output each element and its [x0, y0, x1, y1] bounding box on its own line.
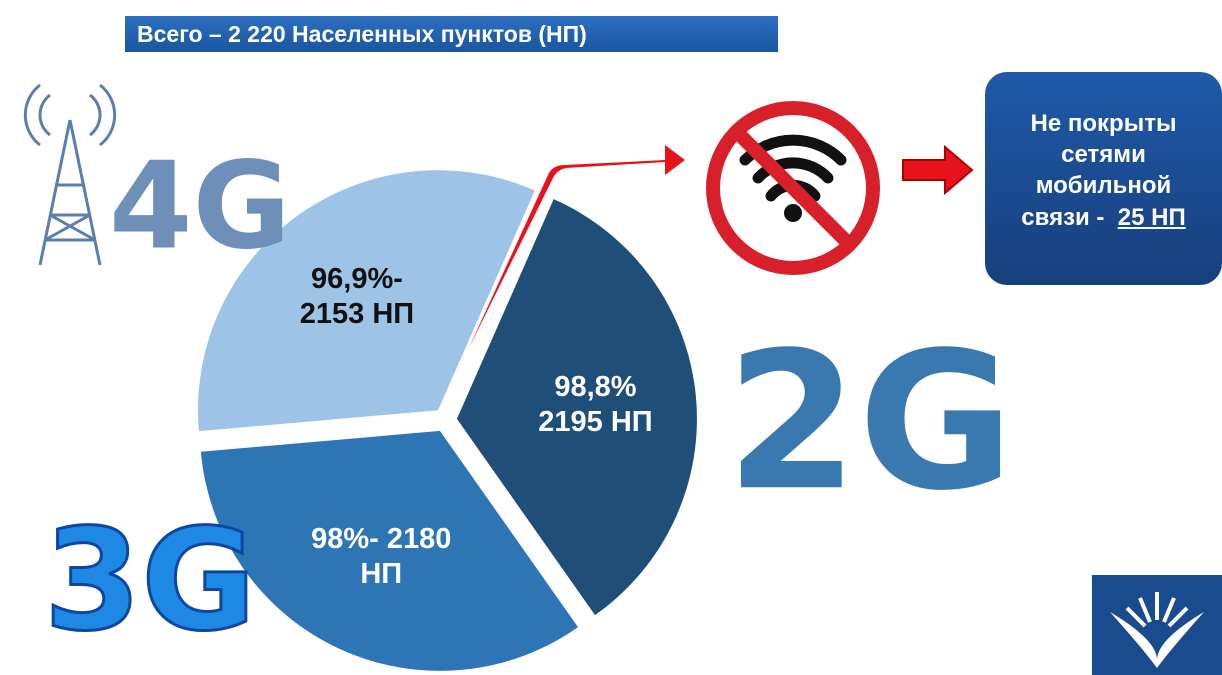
title-bar: Всего – 2 220 Населенных пунктов (НП)	[125, 16, 778, 52]
callout-count: 25 НП	[1117, 203, 1186, 231]
pie-slice	[200, 430, 579, 671]
data-label: 98%- 2180 НП	[311, 523, 452, 591]
antenna	[23, 83, 117, 266]
no-wifi-icon	[706, 101, 880, 275]
pie-slice	[456, 199, 697, 616]
pie-slice	[198, 170, 535, 432]
data-label: 96,9%- 2153 НП	[299, 263, 415, 331]
category-logo: 3G	[44, 500, 256, 663]
callout-box: Не покрыты сетями мобильной связи - 25 Н…	[985, 72, 1222, 285]
data-label: 98,8% 2195 НП	[538, 371, 653, 439]
category-logo: 4G	[109, 138, 291, 277]
red-arrow	[902, 144, 974, 196]
callout-text: Не покрыты сетями мобильной связи -	[1021, 110, 1177, 231]
emblem	[1092, 575, 1222, 675]
category-logo: 2G	[726, 311, 1014, 532]
